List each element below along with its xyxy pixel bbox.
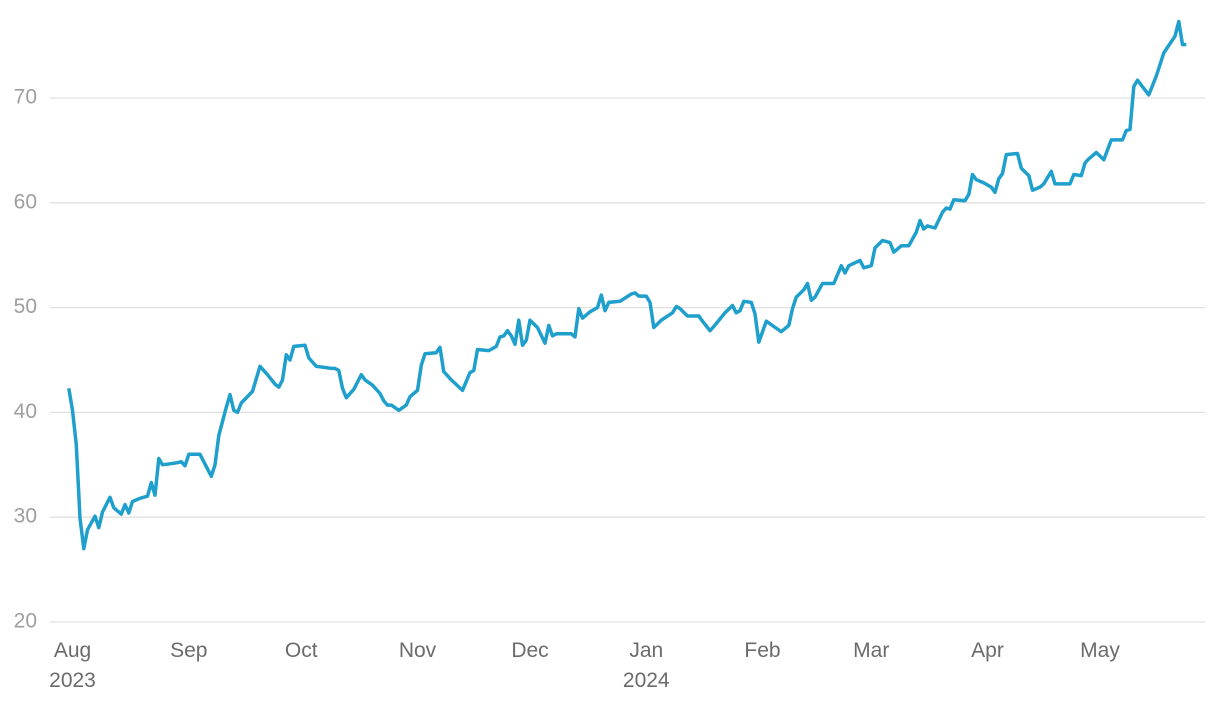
x-tick-label: Nov [398,639,437,662]
y-tick-label: 60 [14,190,37,213]
x-tick-label: Aug 2023 [49,639,96,692]
y-tick-label: 70 [14,86,37,109]
x-tick-label: Sep [170,639,208,662]
x-tick-label: Mar [853,639,890,662]
x-tick-label: Oct [284,639,318,662]
data-line [67,19,1187,551]
y-tick-label: 40 [14,400,37,423]
x-tick-label: Jan 2024 [622,639,670,692]
x-tick-label: Feb [744,639,781,662]
y-tick-label: 20 [14,610,37,633]
x-tick-label: May [1080,639,1120,662]
y-tick-label: 50 [14,295,37,318]
y-tick-label: 30 [14,505,37,528]
x-tick-label: Apr [971,639,1004,662]
x-tick-label: Dec [511,639,549,662]
